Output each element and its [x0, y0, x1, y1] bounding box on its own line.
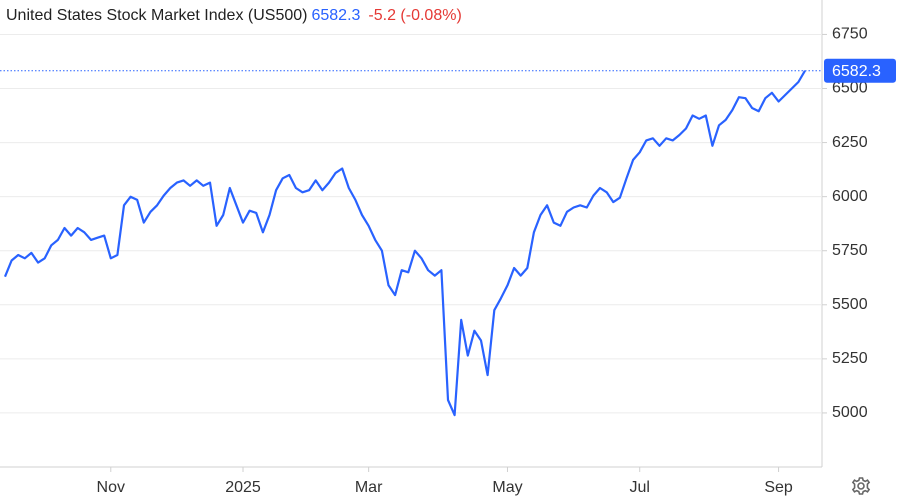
y-tick-label: 6250 — [832, 134, 868, 151]
last-price-box — [824, 58, 896, 83]
y-tick-label: 6000 — [832, 188, 868, 205]
price-line — [3, 70, 806, 417]
last-price: 6582.3 — [311, 7, 361, 24]
price-change: -5.2 (-0.08%) — [368, 7, 462, 24]
y-tick-label: 6500 — [832, 80, 868, 97]
y-tick-label: 5750 — [832, 242, 868, 259]
x-tick-label: Mar — [355, 479, 383, 496]
chart-header: United States Stock Market Index (US500)… — [6, 7, 462, 25]
x-tick-label: Jul — [629, 479, 649, 496]
x-tick-label: 2025 — [225, 479, 261, 496]
settings-icon[interactable] — [851, 477, 871, 495]
x-tick-label: Sep — [764, 479, 793, 496]
y-tick-label: 5000 — [832, 404, 868, 421]
chart-title: United States Stock Market Index (US500) — [6, 7, 308, 24]
last-price-label: 6582.3 — [832, 63, 881, 80]
x-tick-label: May — [492, 479, 522, 496]
x-tick-label: Nov — [97, 479, 125, 496]
y-tick-label: 5500 — [832, 296, 868, 313]
y-tick-label: 5250 — [832, 350, 868, 367]
y-tick-label: 6750 — [832, 26, 868, 43]
